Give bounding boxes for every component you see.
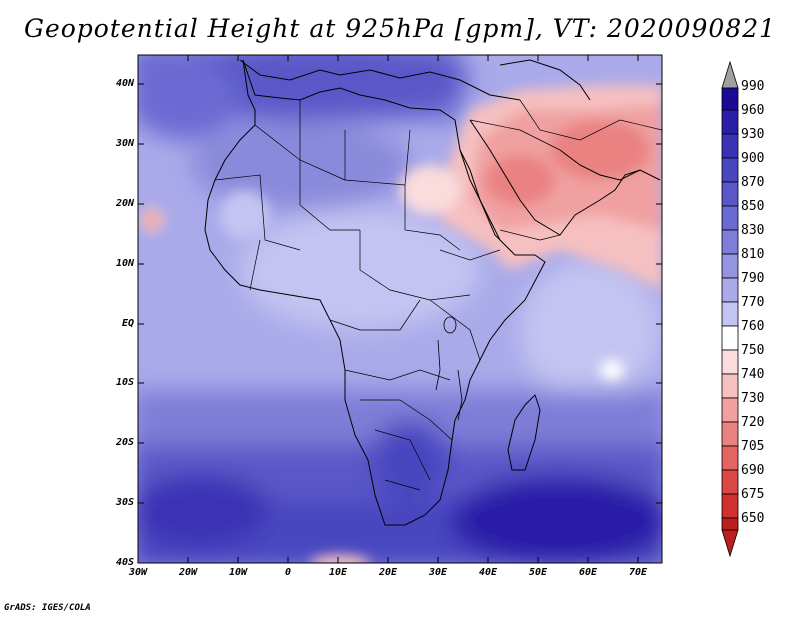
- grads-credit: GrADS: IGES/COLA: [4, 603, 91, 613]
- field-indian-ocean-light: [520, 260, 660, 400]
- coastlines: [204, 59, 661, 526]
- field-iran-low: [550, 120, 650, 180]
- lakes: [435, 316, 463, 421]
- x-label-20e: 20E: [378, 567, 398, 578]
- x-label-60e: 60E: [578, 567, 598, 578]
- colorbar-seg-870: [721, 181, 739, 207]
- y-label-20n: 20N: [115, 198, 134, 209]
- colorbar-under-arrow: [721, 529, 739, 558]
- x-tick-marks: [187, 55, 639, 563]
- y-label-40s: 40S: [115, 557, 134, 568]
- black-caspian: [499, 59, 591, 101]
- x-label-70e: 70E: [628, 567, 648, 578]
- colorbar-seg-930: [721, 133, 739, 159]
- colorbar-label-990: 990: [741, 79, 765, 94]
- colorbar-label-770: 770: [741, 295, 765, 310]
- colorbar-label-730: 730: [741, 391, 765, 406]
- x-label-10e: 10E: [328, 567, 348, 578]
- colorbar-seg-690: [721, 469, 739, 495]
- colorbar-seg-810: [721, 253, 739, 279]
- colorbar-seg-675: [721, 493, 739, 519]
- x-label-20w: 20W: [178, 567, 198, 578]
- field-west-africa-light: [220, 190, 270, 240]
- colorbar-label-690: 690: [741, 463, 765, 478]
- colorbar-seg-850: [721, 205, 739, 231]
- colorbar-label-930: 930: [741, 127, 765, 142]
- colorbar-label-830: 830: [741, 223, 765, 238]
- colorbar-seg-650: [721, 517, 739, 531]
- map-title: Geopotential Height at 925hPa [gpm], VT:…: [23, 14, 777, 43]
- y-label-40n: 40N: [115, 78, 134, 89]
- colorbar-seg-900: [721, 157, 739, 183]
- colorbar-label-790: 790: [741, 271, 765, 286]
- colorbar-label-850: 850: [741, 199, 765, 214]
- field-south-atlantic-patch: [310, 555, 370, 563]
- colorbar-seg-990: [721, 87, 739, 111]
- colorbar-label-675: 675: [741, 487, 765, 502]
- colorbar-seg-750: [721, 349, 739, 375]
- field-arabia-core: [485, 155, 555, 205]
- red-sea-west: [459, 149, 501, 241]
- colorbar-label-650: 650: [741, 511, 765, 526]
- field-egypt-light: [400, 165, 460, 215]
- field-indian-ocean-patch: [600, 360, 624, 380]
- colorbar-label-750: 750: [741, 343, 765, 358]
- y-label-30s: 30S: [115, 497, 134, 508]
- field-atlantic-low-core: [147, 215, 157, 225]
- y-label-20s: 20S: [115, 437, 134, 448]
- plot-frame: [137, 54, 663, 564]
- colorbar-seg-770: [721, 301, 739, 327]
- colorbar: [721, 60, 739, 558]
- field-southwest-high: [138, 475, 270, 545]
- colorbar-label-900: 900: [741, 151, 765, 166]
- colorbar-seg-790: [721, 277, 739, 303]
- colorbar-seg-830: [721, 229, 739, 255]
- y-label-eq: EQ: [121, 318, 134, 329]
- arabia-coastline: [469, 119, 661, 236]
- colorbar-label-740: 740: [741, 367, 765, 382]
- field-southeast-high: [450, 475, 662, 563]
- x-label-30e: 30E: [428, 567, 448, 578]
- x-label-40e: 40E: [478, 567, 498, 578]
- colorbar-seg-720: [721, 421, 739, 447]
- x-label-30w: 30W: [128, 567, 148, 578]
- field-atlantic-north: [138, 60, 240, 140]
- height-field: [138, 55, 662, 563]
- colorbar-label-960: 960: [741, 103, 765, 118]
- colorbar-seg-760: [721, 325, 739, 351]
- persian-gulf-coast: [559, 149, 641, 181]
- y-label-10n: 10N: [115, 258, 134, 269]
- colorbar-seg-740: [721, 373, 739, 399]
- x-label-0: 0: [284, 567, 292, 578]
- colorbar-seg-705: [721, 445, 739, 471]
- country-borders: [214, 99, 662, 491]
- colorbar-over-arrow: [721, 60, 739, 89]
- colorbar-seg-730: [721, 397, 739, 423]
- colorbar-label-705: 705: [741, 439, 765, 454]
- colorbar-label-720: 720: [741, 415, 765, 430]
- europe-coastline: [239, 59, 521, 101]
- colorbar-label-870: 870: [741, 175, 765, 190]
- madagascar-coastline: [507, 394, 541, 471]
- colorbar-label-760: 760: [741, 319, 765, 334]
- y-label-10s: 10S: [115, 377, 134, 388]
- y-label-30n: 30N: [115, 138, 134, 149]
- x-label-10w: 10W: [228, 567, 248, 578]
- x-label-50e: 50E: [528, 567, 548, 578]
- colorbar-label-810: 810: [741, 247, 765, 262]
- colorbar-seg-960: [721, 109, 739, 135]
- africa-coastline: [204, 59, 546, 526]
- y-tick-marks: [138, 83, 662, 504]
